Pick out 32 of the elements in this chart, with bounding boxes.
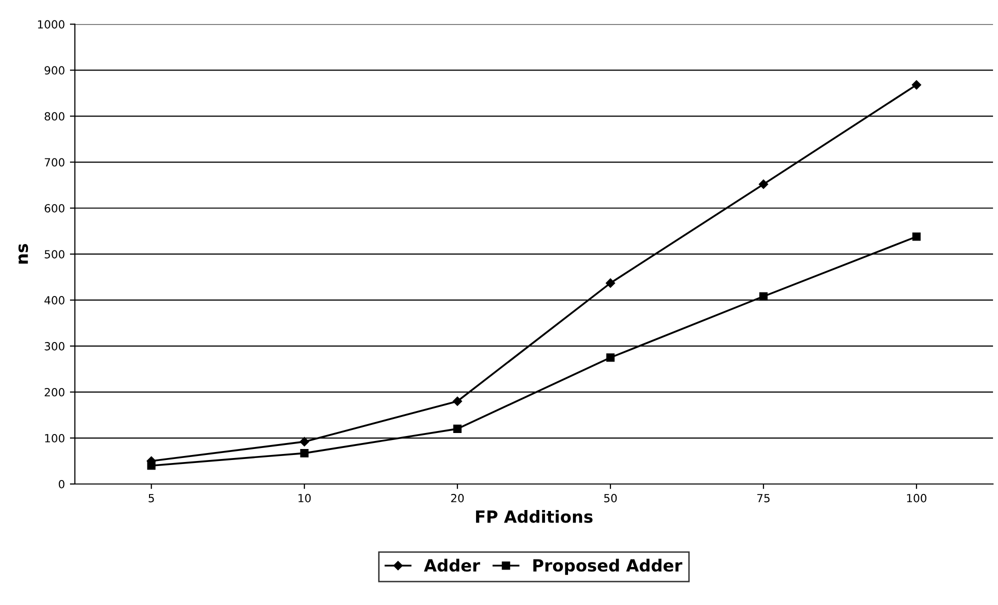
point — [758, 180, 768, 189]
y-tick-label: 500 — [44, 250, 64, 258]
point — [912, 232, 921, 241]
point — [300, 449, 309, 458]
y-tick-label: 800 — [44, 112, 64, 121]
y-tick-label: 300 — [44, 342, 64, 350]
y-tick-label: 600 — [44, 204, 64, 212]
x-axis-title: FP Additions — [476, 510, 593, 523]
point — [147, 461, 156, 470]
y-tick-label: 900 — [44, 66, 64, 75]
y-tick-label: 1000 — [38, 20, 64, 29]
x-tick-label: 20 — [451, 494, 464, 502]
point — [606, 353, 615, 362]
y-axis-title: ns — [18, 244, 28, 264]
point — [453, 424, 462, 433]
y-tick-label: 100 — [45, 434, 64, 442]
point — [452, 396, 462, 406]
x-tick-label: 100 — [907, 494, 926, 502]
y-tick-label: 200 — [44, 388, 64, 396]
legend-label: Proposed Adder — [533, 558, 682, 575]
point — [759, 292, 768, 301]
x-tick-label: 10 — [298, 494, 311, 502]
x-tick-label: 5 — [148, 494, 154, 502]
point — [300, 437, 310, 446]
legend-label: Adder — [424, 558, 480, 572]
x-tick-label: 50 — [604, 494, 617, 502]
point — [912, 80, 922, 90]
y-tick-label: 700 — [44, 158, 64, 167]
point — [606, 278, 616, 288]
y-tick-label: 400 — [44, 296, 64, 304]
x-tick-label: 75 — [757, 494, 770, 502]
y-tick-label: 0 — [58, 480, 64, 488]
